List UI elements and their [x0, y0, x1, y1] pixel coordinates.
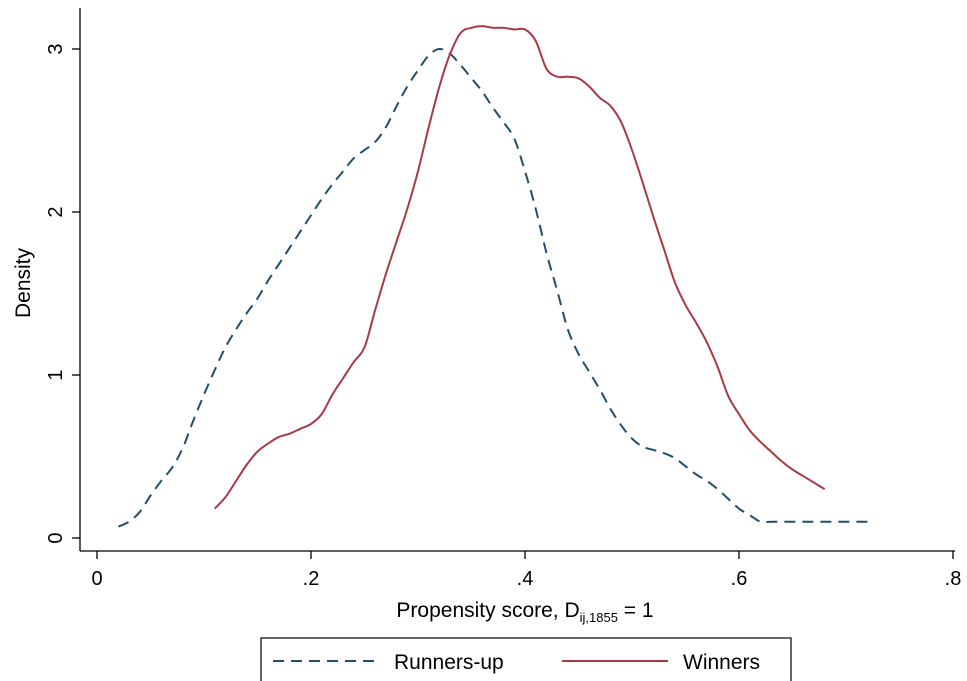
x-tick-label: .4: [517, 568, 534, 590]
y-axis-ticks: 0 1 2 3: [45, 43, 80, 544]
x-tick-label: .8: [945, 568, 962, 590]
y-tick-label: 2: [45, 206, 67, 217]
legend: Runners-up Winners: [260, 637, 792, 681]
x-tick-label: .2: [303, 568, 320, 590]
series-line-winners: [213, 25, 826, 510]
x-axis-ticks: 0 .2 .4 .6 .8: [91, 551, 961, 590]
y-axis-title: Density: [12, 247, 35, 318]
legend-box: [260, 637, 792, 681]
legend-label-runners-up: Runners-up: [394, 651, 504, 674]
legend-label-winners: Winners: [683, 651, 760, 674]
x-tick-label: .6: [731, 568, 748, 590]
y-tick-label: 3: [45, 43, 67, 54]
y-tick-label: 0: [45, 532, 67, 543]
y-tick-label: 1: [45, 369, 67, 380]
x-axis-title-suffix: = 1: [618, 599, 654, 622]
x-tick-label: 0: [91, 568, 102, 590]
series-lines: [117, 25, 868, 528]
x-axis-title: Propensity score, Dij,1855 = 1: [396, 599, 653, 625]
x-axis-title-main: Propensity score, D: [396, 599, 579, 622]
x-axis-title-subscript: ij,1855: [580, 610, 618, 625]
series-line-runners-up: [117, 47, 868, 528]
